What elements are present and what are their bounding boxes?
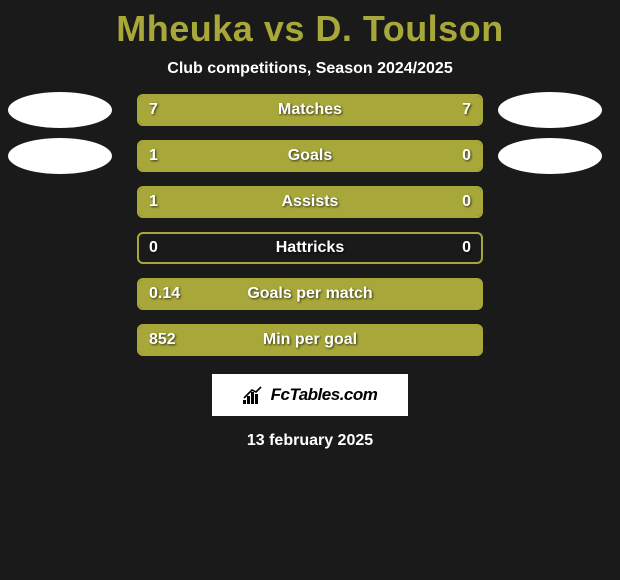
- stat-value-right: 0: [462, 193, 471, 211]
- player-avatar-left: [8, 138, 112, 174]
- stat-bar: Hattricks0 0: [137, 232, 483, 264]
- stat-row: Goals1 0: [0, 140, 620, 172]
- stat-label: Matches: [139, 101, 481, 119]
- stat-label: Hattricks: [139, 239, 481, 257]
- stat-bar: Min per goal852: [137, 324, 483, 356]
- stat-label: Assists: [139, 193, 481, 211]
- stat-value-left: 0: [149, 239, 158, 257]
- stat-row: Matches7 7: [0, 94, 620, 126]
- stat-value-right: 7: [462, 101, 471, 119]
- stat-label: Goals per match: [139, 285, 481, 303]
- stat-value-right: 0: [462, 147, 471, 165]
- stats-rows: Matches77Goals10Assists10Hattricks00Goal…: [0, 94, 620, 370]
- snapshot-date: 13 february 2025: [247, 432, 373, 450]
- player-avatar-right: [498, 92, 602, 128]
- stat-value-right: 0: [462, 239, 471, 257]
- stat-value-left: 1: [149, 147, 158, 165]
- stat-row: Goals per match0.14: [0, 278, 620, 310]
- stat-value-left: 0.14: [149, 285, 180, 303]
- brand-box: FcTables.com: [212, 374, 408, 416]
- stat-row: Min per goal852: [0, 324, 620, 356]
- stat-value-left: 7: [149, 101, 158, 119]
- comparison-title: Mheuka vs D. Toulson: [116, 8, 503, 50]
- stat-row: Assists1 0: [0, 186, 620, 218]
- stat-bar: Goals1 0: [137, 140, 483, 172]
- stat-value-left: 852: [149, 331, 176, 349]
- comparison-subtitle: Club competitions, Season 2024/2025: [167, 60, 452, 78]
- stat-bar: Assists1 0: [137, 186, 483, 218]
- stat-label: Goals: [139, 147, 481, 165]
- player-avatar-left: [8, 92, 112, 128]
- brand-logo-icon: [243, 386, 265, 404]
- stat-value-left: 1: [149, 193, 158, 211]
- stat-row: Hattricks0 0: [0, 232, 620, 264]
- stat-bar: Matches7 7: [137, 94, 483, 126]
- stat-label: Min per goal: [139, 331, 481, 349]
- stat-bar: Goals per match0.14: [137, 278, 483, 310]
- player-avatar-right: [498, 138, 602, 174]
- brand-text: FcTables.com: [271, 385, 378, 405]
